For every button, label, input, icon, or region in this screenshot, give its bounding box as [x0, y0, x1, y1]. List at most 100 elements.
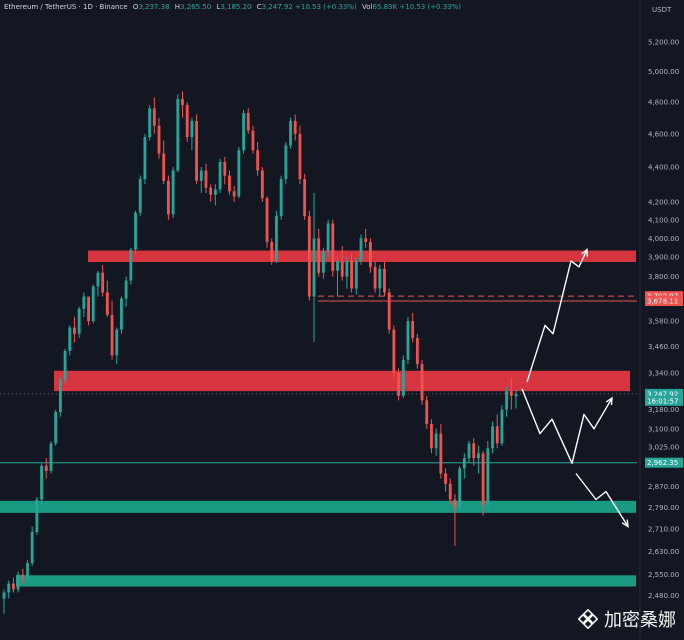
candle-body: [58, 379, 62, 413]
candle-body: [477, 453, 480, 459]
volume-label: Vol: [361, 3, 373, 11]
candle-body: [322, 251, 325, 273]
candle-body: [223, 161, 227, 176]
zone-support-upper: [0, 500, 636, 513]
candle-body: [232, 191, 236, 197]
candle-body: [199, 170, 203, 181]
candle-body: [143, 137, 147, 180]
volume-change: +10.53 (+0.33%): [399, 3, 462, 11]
candle-body: [509, 391, 513, 396]
candle-body: [63, 350, 67, 380]
candle-body: [30, 531, 34, 564]
candle-body: [368, 242, 372, 267]
y-tick-label: 2,790.00: [648, 504, 679, 512]
y-tick-label: 2,550.00: [648, 571, 679, 579]
candle-body: [491, 426, 494, 449]
candle-body: [138, 179, 142, 213]
scenario-bearish-path: [575, 473, 629, 527]
candle-body: [237, 150, 241, 197]
currency-label: USDT: [652, 6, 672, 14]
candle-body: [195, 120, 198, 181]
scenario-arrowhead: [605, 396, 613, 406]
candle-body: [148, 108, 152, 138]
candle-body: [251, 130, 255, 151]
candle-body: [472, 443, 476, 459]
candle-body: [152, 108, 156, 126]
candle-body: [26, 563, 29, 578]
y-tick-label: 4,600.00: [648, 130, 679, 138]
watermark: 加密桑娜: [578, 606, 676, 632]
candle-body: [270, 242, 274, 262]
y-tick-label: 5,000.00: [648, 68, 679, 76]
candle-body: [307, 216, 311, 297]
candle-body: [387, 292, 391, 330]
candle-body: [157, 125, 161, 154]
candle-body: [331, 223, 335, 271]
y-tick-label: 3,580.00: [648, 318, 679, 326]
candle-body: [303, 179, 307, 217]
candle-body: [77, 308, 81, 334]
candle-body: [260, 170, 264, 199]
candle-body: [35, 499, 39, 532]
price-label-bg: [645, 388, 683, 399]
price-label: 16:01:57: [647, 397, 678, 405]
candle-body: [2, 592, 6, 599]
candle-body: [11, 583, 15, 590]
watermark-text: 加密桑娜: [604, 610, 676, 631]
volume-value: 65.83K: [372, 3, 398, 11]
candle-body: [129, 249, 133, 281]
candle-body: [204, 170, 208, 188]
price-label-bg: [645, 395, 683, 406]
candle-body: [514, 393, 518, 397]
candle-body: [124, 280, 128, 299]
change-value: +10.53 (+0.33%): [295, 3, 357, 11]
open-value: 3,237.38: [138, 3, 170, 11]
candle-body: [430, 423, 433, 449]
low-value: 3,185.20: [220, 3, 252, 11]
candle-body: [134, 212, 137, 250]
y-tick-label: 5,200.00: [648, 39, 679, 47]
candle-body: [326, 223, 330, 252]
candle-body: [209, 187, 213, 195]
candle-body: [364, 238, 368, 243]
high-label: H: [174, 3, 181, 11]
candle-body: [110, 314, 114, 356]
candle-body: [505, 391, 509, 410]
price-label: 2,962.35: [647, 459, 678, 467]
candle-body: [392, 329, 396, 374]
candle-body: [458, 468, 462, 508]
candle-body: [444, 473, 447, 484]
candle-body: [401, 359, 405, 396]
candle-body: [439, 433, 443, 474]
symbol-header: Ethereum / TetherUS · 1D · Binance O3,23…: [4, 3, 461, 11]
scenario-bullish-path: [526, 249, 588, 383]
candle-body: [481, 453, 485, 505]
zone-support-lower: [16, 575, 636, 587]
price-label-bg: [645, 295, 683, 306]
candle-body: [378, 268, 382, 289]
candle-body: [40, 465, 43, 500]
candle-body: [49, 443, 53, 471]
candle-body: [21, 574, 25, 578]
candle-body: [411, 321, 415, 339]
y-tick-label: 4,400.00: [648, 164, 679, 172]
y-tick-label: 4,000.00: [648, 235, 679, 243]
candle-body: [453, 499, 457, 508]
candle-body: [171, 170, 175, 215]
symbol-title[interactable]: Ethereum / TetherUS · 1D · Binance: [4, 3, 128, 11]
candle-body: [101, 272, 105, 293]
scenario-arrowhead: [621, 519, 629, 528]
candle-body: [16, 574, 20, 590]
candle-body: [373, 266, 377, 289]
candle-body: [336, 261, 339, 271]
candle-body: [213, 189, 217, 195]
y-tick-label: 3,900.00: [648, 254, 679, 262]
candle-body: [298, 133, 302, 180]
candle-body: [350, 261, 354, 289]
candle-body: [115, 329, 119, 356]
candle-body: [87, 296, 90, 322]
candle-body: [54, 412, 58, 444]
close-label: C: [256, 3, 262, 11]
